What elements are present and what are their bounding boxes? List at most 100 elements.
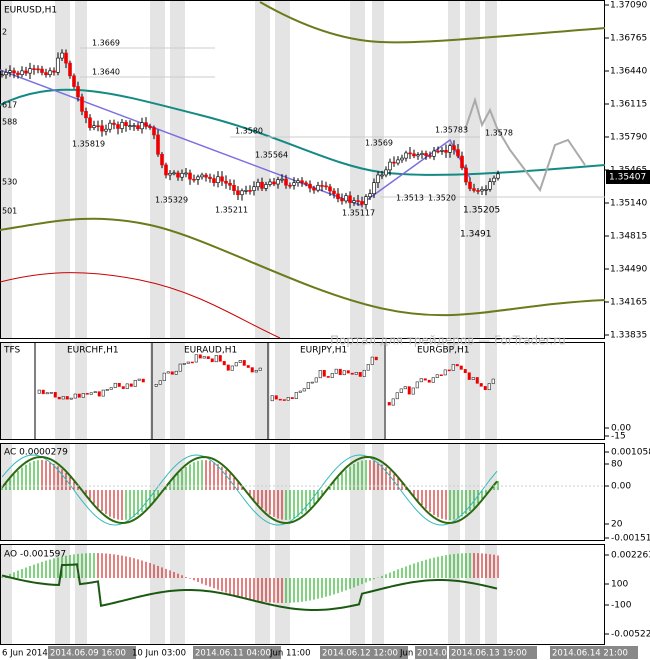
candle: [408, 152, 412, 155]
candle: [360, 201, 364, 205]
candle: [388, 161, 392, 171]
mini-candle: [125, 383, 129, 389]
mini-candle: [350, 372, 354, 375]
stripe: [448, 343, 460, 440]
candle: [380, 174, 384, 177]
mini-candle: [166, 371, 170, 374]
annotation: 1.3578: [485, 129, 513, 138]
candle: [0, 74, 4, 77]
stripe: [0, 343, 12, 440]
annotation: 1.3520: [428, 194, 456, 203]
stripe: [485, 444, 497, 541]
mini-candle: [270, 395, 274, 402]
lower-band: [0, 217, 606, 317]
candle: [96, 125, 100, 127]
mini-candle: [162, 372, 166, 381]
candle: [480, 189, 484, 192]
mini-candle: [443, 369, 447, 376]
mini-candle: [459, 365, 463, 370]
sub-indicators: [1, 343, 605, 612]
candle: [392, 161, 396, 164]
candle: [304, 182, 308, 185]
candle: [164, 164, 168, 176]
stripe: [170, 545, 185, 645]
axis-label: 80: [611, 460, 623, 470]
stripe: [55, 1, 70, 339]
candle: [340, 198, 344, 202]
mini-candle: [137, 378, 141, 381]
candle: [212, 178, 216, 184]
stripe: [275, 343, 290, 440]
candle: [20, 70, 24, 75]
mini-candle: [129, 383, 133, 387]
mini-candle: [45, 392, 49, 395]
stripe: [372, 343, 384, 440]
time-highlight: [415, 646, 447, 659]
mini-candle: [491, 378, 495, 384]
candle: [132, 125, 136, 127]
edge-label: 617: [2, 101, 17, 110]
mini-candle: [403, 386, 407, 390]
candle: [220, 176, 224, 182]
candle: [384, 169, 388, 176]
mini-candle: [49, 392, 53, 394]
stripe: [465, 444, 480, 541]
candle: [240, 190, 244, 196]
stripe: [448, 1, 460, 339]
candle: [296, 180, 300, 184]
stripe: [485, 545, 497, 645]
candle: [488, 181, 492, 190]
pair-label: EURCHF,H1: [67, 346, 119, 356]
candle: [184, 172, 188, 175]
candle: [72, 75, 76, 87]
candle: [376, 174, 380, 183]
candle: [412, 153, 416, 157]
moving-average: [0, 88, 606, 176]
current-price: 1.35407: [609, 173, 646, 183]
price-label: 1.36440: [610, 67, 647, 77]
annotation: 1.35117: [342, 209, 375, 218]
mini-candle: [258, 367, 262, 371]
stripe: [75, 545, 87, 645]
mini-candle: [306, 382, 310, 389]
mini-candle: [366, 364, 370, 371]
time-label: 10 Jun 03:00: [132, 649, 186, 659]
stripe: [170, 343, 185, 440]
stripe: [75, 444, 87, 541]
candle: [216, 176, 220, 184]
trend-line: [0, 69, 471, 206]
mini-candle: [455, 364, 459, 367]
candle: [112, 122, 116, 125]
stripe: [255, 1, 270, 339]
mini-candle: [89, 392, 93, 395]
time-highlight: [48, 646, 136, 659]
axis-label: 20: [611, 520, 623, 530]
candle: [204, 174, 208, 178]
candle: [140, 122, 144, 130]
mini-candle: [431, 377, 435, 383]
mini-candle: [302, 388, 306, 392]
candle: [248, 190, 252, 192]
stripe: [465, 545, 480, 645]
time-label: 2014.06.14 21:00: [552, 649, 628, 659]
candle: [12, 70, 16, 74]
axis-label: 0.001058: [611, 448, 650, 458]
candle: [280, 178, 284, 181]
stripe: [0, 545, 12, 645]
mini-candle: [178, 363, 182, 372]
candle: [344, 195, 348, 202]
candle: [316, 185, 320, 191]
edge-label: 501: [2, 207, 17, 216]
mini-candle: [411, 387, 415, 395]
tfs-label: TFS: [3, 346, 21, 356]
mini-candle: [218, 355, 222, 362]
mini-candle: [37, 389, 41, 394]
pair-label: EURGBP,H1: [417, 346, 469, 356]
edge-label: 530: [2, 178, 17, 187]
candle: [336, 193, 340, 200]
mini-candle: [475, 377, 479, 384]
candle: [224, 180, 228, 184]
candle: [404, 152, 408, 159]
candle: [4, 72, 8, 76]
annotation: 1.35211: [215, 206, 248, 215]
